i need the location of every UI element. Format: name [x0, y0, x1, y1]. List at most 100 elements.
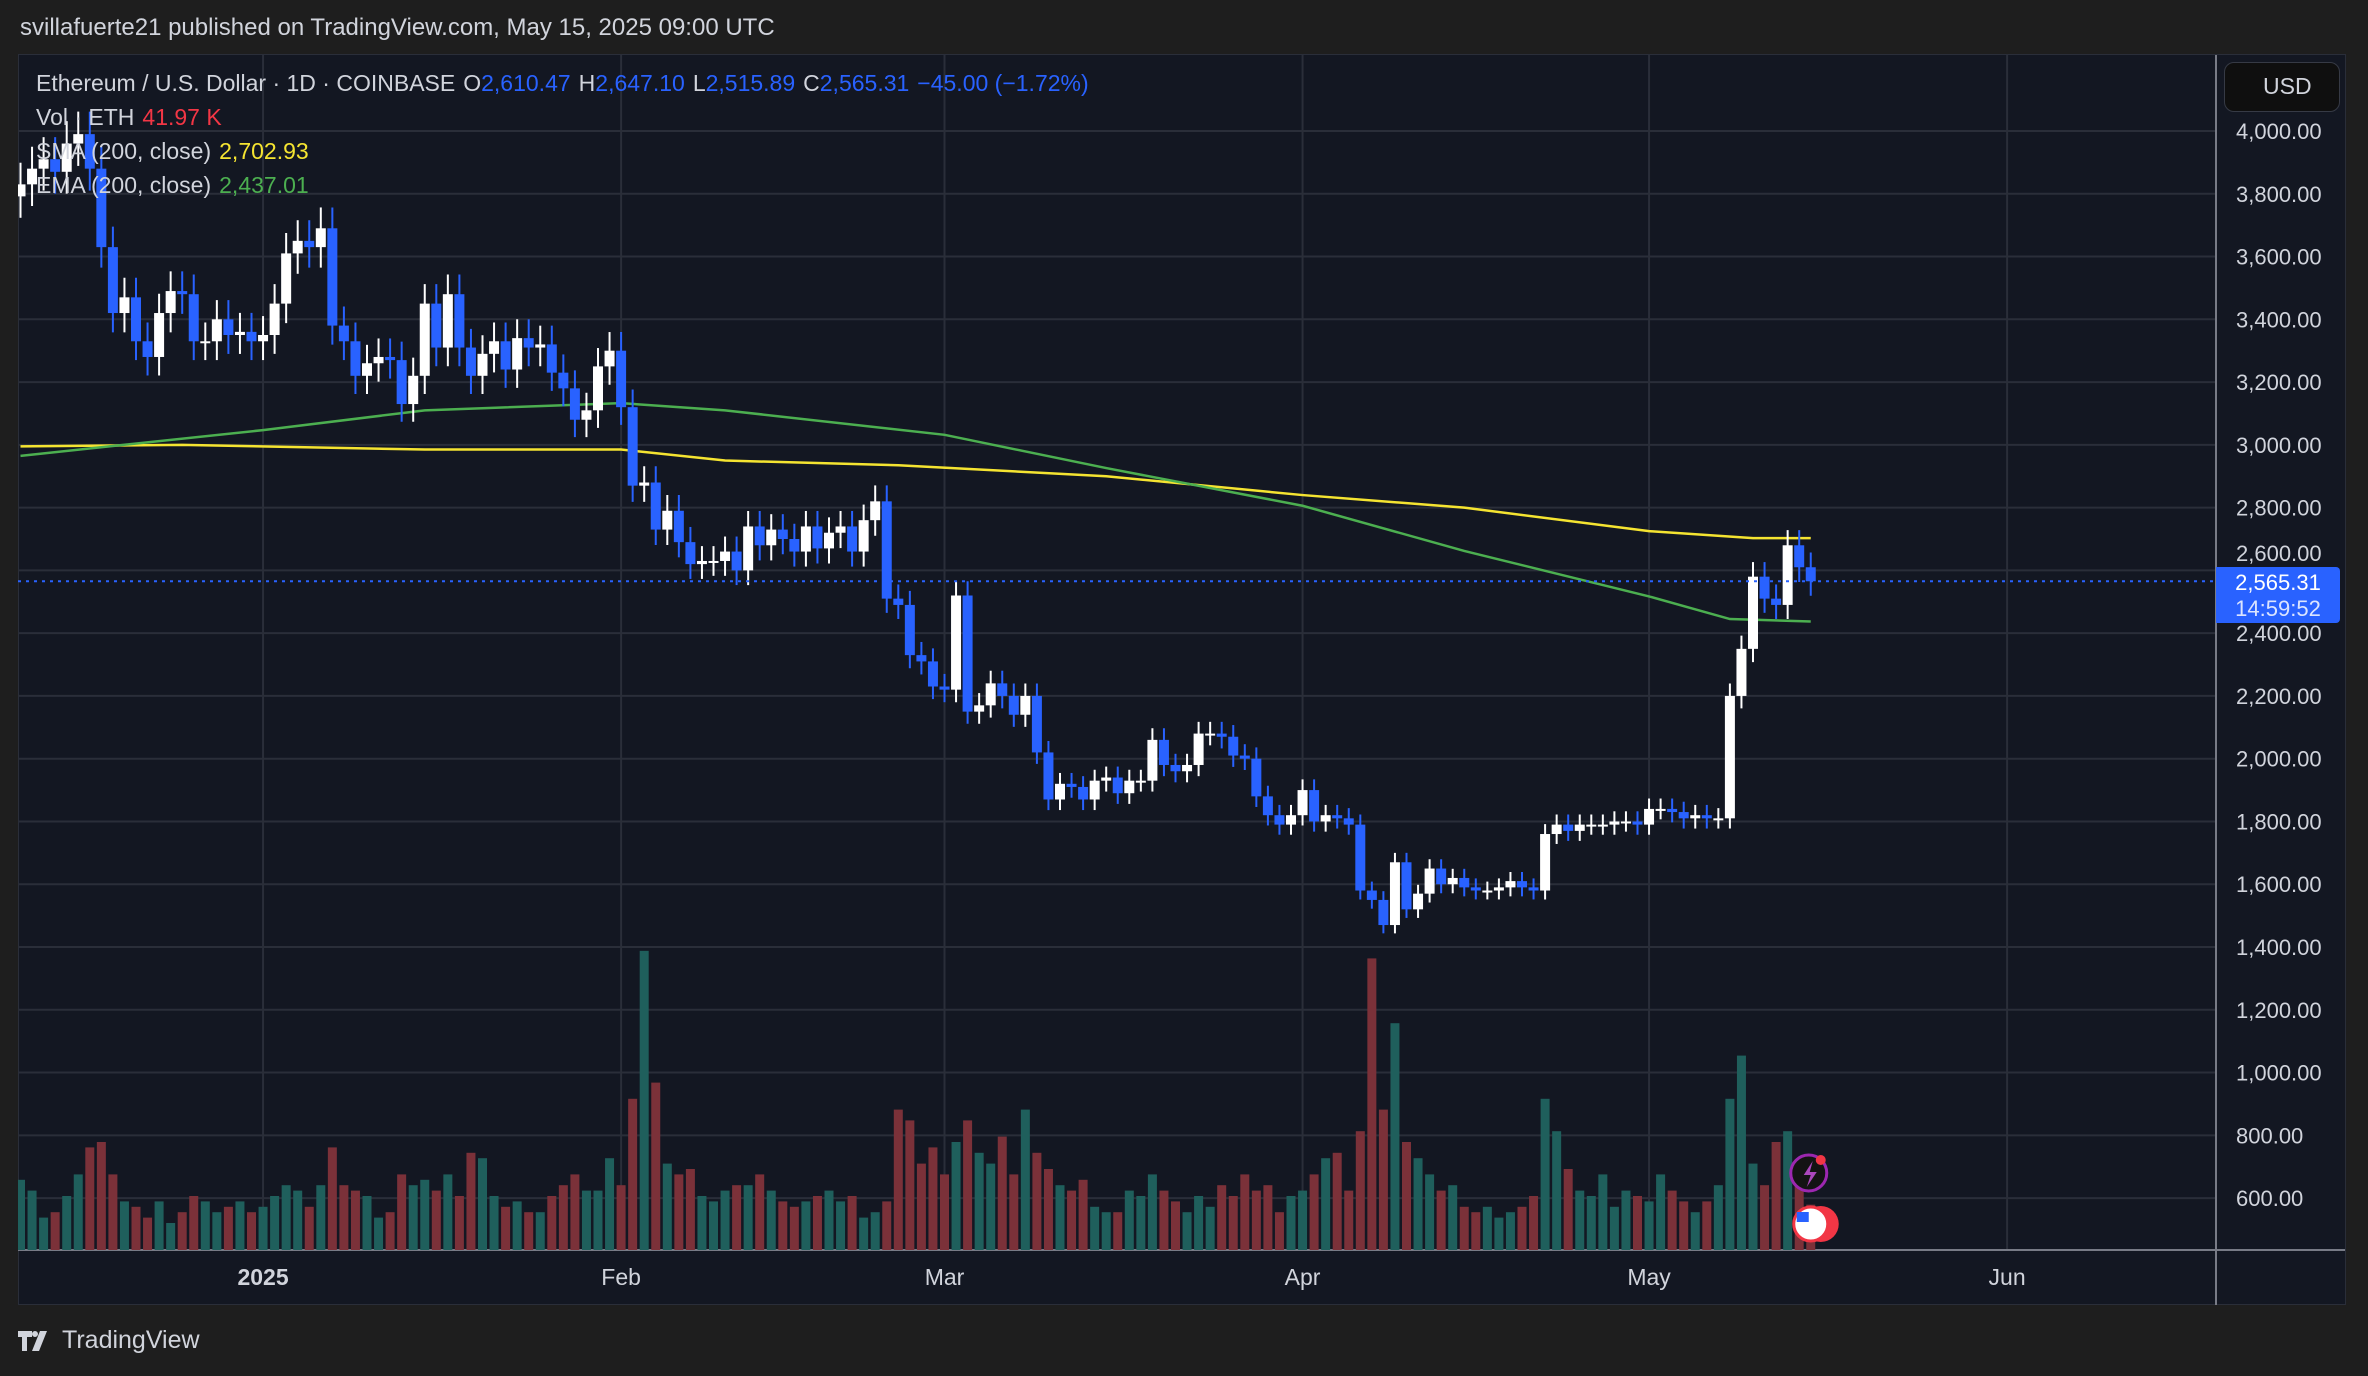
candle-body — [1748, 576, 1758, 649]
candle-body — [673, 510, 684, 543]
low-value: 2,515.89 — [705, 70, 796, 96]
candle-body — [73, 134, 84, 144]
volume-bar — [1367, 958, 1377, 1250]
volume-bar — [1263, 1185, 1273, 1250]
open-label: O — [463, 70, 482, 96]
candle-body — [1135, 780, 1146, 783]
candle-body — [535, 344, 546, 348]
candle-body — [1216, 733, 1227, 737]
price-tick-label: 3,800.00 — [2236, 182, 2322, 207]
candle-body — [569, 388, 580, 420]
volume-bar — [1667, 1190, 1677, 1250]
volume-bar — [1124, 1190, 1134, 1250]
symbol-title[interactable]: Ethereum / U.S. Dollar · 1D · COINBASE — [36, 70, 456, 96]
volume-bar — [50, 1212, 60, 1250]
volume-bar — [339, 1185, 349, 1250]
candle-body — [1274, 815, 1285, 825]
volume-bar — [431, 1190, 441, 1250]
candle-body — [1297, 790, 1308, 816]
candle-body — [246, 331, 257, 342]
candle-body — [997, 683, 1008, 696]
volume-bar — [200, 1201, 210, 1250]
candle-body — [465, 347, 476, 376]
candle-body — [927, 661, 938, 687]
candle-body — [188, 294, 199, 342]
volume-bar — [697, 1196, 707, 1250]
candle-body — [315, 228, 326, 248]
volume-bar — [304, 1206, 314, 1250]
volume-bar — [62, 1196, 72, 1250]
candle-body — [1644, 808, 1655, 825]
sma-legend: SMA (200, close) 2,702.93 — [36, 138, 317, 165]
candle-body — [1424, 868, 1435, 894]
candle-body — [1332, 815, 1343, 819]
candle-body — [916, 655, 927, 662]
volume-bar — [1679, 1201, 1689, 1250]
candle-body — [1101, 777, 1112, 781]
volume-bar — [362, 1196, 372, 1250]
volume-bar — [1725, 1098, 1735, 1250]
candle-body — [396, 360, 407, 405]
candle-body — [1066, 783, 1077, 787]
candle-body — [1505, 881, 1516, 888]
volume-bar — [131, 1206, 141, 1250]
volume-bar — [1771, 1142, 1781, 1250]
volume-label[interactable]: Vol · ETH — [36, 104, 135, 130]
volume-bar — [1563, 1169, 1573, 1250]
volume-bar — [1517, 1206, 1527, 1250]
volume-bar — [882, 1201, 892, 1250]
price-tick-label: 1,400.00 — [2236, 935, 2322, 960]
candle-body — [258, 335, 269, 342]
volume-bar — [1575, 1190, 1585, 1250]
candle-body — [720, 551, 731, 561]
sma-label[interactable]: SMA (200, close) — [36, 138, 212, 164]
volume-bar — [143, 1217, 153, 1250]
price-tick-label: 1,000.00 — [2236, 1061, 2322, 1086]
candle-body — [1493, 887, 1504, 891]
candle-body — [558, 372, 569, 389]
volume-bar — [639, 950, 649, 1250]
candle-body — [211, 319, 222, 342]
candle-body — [142, 341, 153, 357]
candle-body — [61, 143, 72, 172]
candle-body — [1736, 648, 1747, 696]
candle-body — [1436, 868, 1447, 885]
candle-body — [431, 303, 442, 348]
volume-bar — [270, 1196, 280, 1250]
ema-label[interactable]: EMA (200, close) — [36, 172, 212, 198]
volume-bar — [570, 1174, 580, 1250]
volume-bar — [662, 1163, 672, 1250]
volume-bar — [1413, 1158, 1423, 1250]
candle-body — [454, 294, 465, 348]
candle-body — [1413, 893, 1424, 910]
volume-bar — [535, 1212, 545, 1250]
volume-bar — [1228, 1196, 1238, 1250]
candle-body — [1286, 815, 1296, 825]
volume-bar — [1321, 1158, 1331, 1250]
currency-button[interactable]: USD — [2224, 62, 2340, 112]
candle-body — [338, 325, 349, 342]
candle-body — [962, 595, 973, 712]
volume-bar — [1067, 1190, 1077, 1250]
volume-bar — [350, 1190, 360, 1250]
footer-brand[interactable]: TradingView — [18, 1326, 200, 1355]
candle-body — [234, 331, 245, 336]
candle-body — [385, 356, 396, 361]
chart-panel[interactable] — [18, 54, 2346, 1305]
price-tick-label: 2,400.00 — [2236, 621, 2322, 646]
price-tick-label: 1,600.00 — [2236, 872, 2322, 897]
volume-bar — [581, 1190, 591, 1250]
tradingview-logo-icon — [18, 1330, 47, 1351]
candle-body — [1586, 824, 1597, 827]
candle-body — [824, 532, 834, 549]
notification-dot-icon — [1815, 1155, 1826, 1165]
candle-body — [1528, 887, 1539, 891]
candle-body — [131, 297, 141, 342]
volume-bar — [801, 1201, 811, 1250]
time-tick-label: Mar — [925, 1264, 965, 1290]
candle-body — [1794, 545, 1805, 568]
candle-body — [1366, 890, 1377, 900]
volume-bar — [1390, 1023, 1400, 1250]
volume-bar — [293, 1190, 303, 1250]
